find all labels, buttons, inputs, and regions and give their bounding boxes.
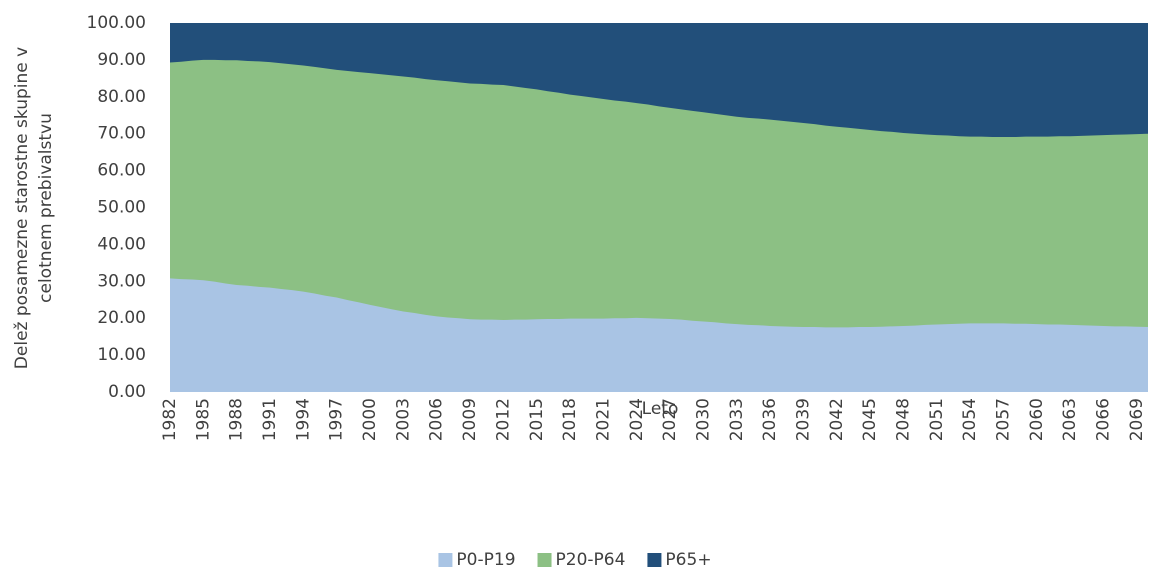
x-tick-label: 2063: [1060, 398, 1080, 441]
y-tick-label: 90.00: [97, 50, 146, 70]
x-tick-label: 2045: [860, 398, 880, 441]
x-tick-label: 2003: [393, 398, 413, 441]
x-tick-label: 1991: [260, 398, 280, 441]
y-tick-label: 100.00: [87, 13, 146, 33]
y-tick-label: 70.00: [97, 124, 146, 144]
x-tick-label: 2024: [627, 398, 647, 441]
y-tick-label: 80.00: [97, 87, 146, 107]
x-tick-label: 1985: [193, 398, 213, 441]
x-tick-label: 1997: [327, 398, 347, 441]
x-tick-label: 2012: [493, 398, 513, 441]
legend-label: P0-P19: [456, 550, 515, 570]
y-tick-label: 20.00: [97, 308, 146, 328]
x-tick-label: 2048: [894, 398, 914, 441]
x-tick-label: 2009: [460, 398, 480, 441]
x-tick-label: 2021: [593, 398, 613, 441]
x-tick-label: 2006: [427, 398, 447, 441]
legend-swatch: [438, 553, 453, 567]
y-axis-title-line: Delež posamezne starostne skupine v: [12, 47, 32, 369]
x-tick-label: 2039: [793, 398, 813, 441]
x-tick-label: 2018: [560, 398, 580, 441]
legend-label: P20-P64: [556, 550, 626, 570]
y-tick-label: 10.00: [97, 345, 146, 365]
x-axis-title: Leto: [642, 399, 679, 419]
y-tick-label: 50.00: [97, 198, 146, 218]
legend: P0-P19 P20-P64 P65+: [438, 550, 712, 570]
x-tick-label: 2015: [527, 398, 547, 441]
x-tick-label: 2042: [827, 398, 847, 441]
y-axis-title-line: celotnem prebivalstvu: [36, 113, 56, 303]
x-tick-label: 2033: [727, 398, 747, 441]
legend-label: P65+: [665, 550, 711, 570]
legend-swatch: [647, 553, 662, 567]
x-tick-label: 2069: [1127, 398, 1147, 441]
y-tick-label: 0.00: [108, 382, 146, 402]
y-tick-label: 60.00: [97, 161, 146, 181]
legend-swatch: [537, 553, 552, 567]
area: [170, 59, 1148, 393]
x-tick-label: 2054: [960, 398, 980, 441]
x-tick-label: 2000: [360, 398, 380, 441]
y-tick-label: 40.00: [97, 234, 146, 254]
x-tick-label: 2066: [1094, 398, 1114, 441]
x-tick-label: 2051: [927, 398, 947, 441]
x-tick-label: 1988: [227, 398, 247, 441]
area: [170, 278, 1148, 392]
x-tick-label: 2057: [994, 398, 1014, 441]
x-tick-label: 2060: [1027, 398, 1047, 441]
x-tick-label: 1994: [293, 398, 313, 441]
y-tick-label: 30.00: [97, 271, 146, 291]
x-tick-label: 2030: [693, 398, 713, 441]
y-axis-title: Delež posamezne starostne skupine v celo…: [12, 47, 56, 369]
x-tick-label: 2036: [760, 398, 780, 441]
x-tick-label: 2027: [660, 398, 680, 441]
x-tick-label: 1982: [160, 398, 180, 441]
